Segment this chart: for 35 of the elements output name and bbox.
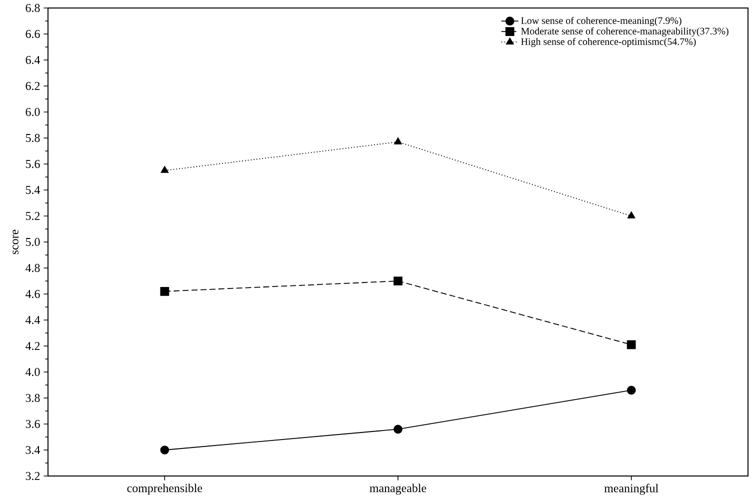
point	[160, 286, 170, 296]
point	[626, 386, 636, 395]
y-tick-label: 6.8	[26, 4, 40, 12]
point	[394, 137, 402, 144]
y-tick-label: 4.2	[26, 342, 40, 350]
y-axis-title: score	[12, 230, 18, 254]
point	[627, 212, 636, 218]
y-tick-label: 6.4	[26, 56, 40, 64]
y-tick-label: 5.0	[26, 238, 40, 246]
y-tick-label: 5.2	[26, 212, 40, 220]
y-tick-label: 6.0	[26, 108, 40, 116]
y-tick-label: 3.8	[26, 394, 40, 402]
point	[394, 276, 402, 286]
y-tick-label: 5.4	[26, 186, 40, 194]
point	[160, 446, 170, 454]
legend-label: Low sense of coherence-meaning(7.9%)	[521, 16, 682, 26]
point	[394, 424, 402, 434]
y-tick-label: 4.8	[26, 264, 40, 272]
x-tick-label: manageable	[370, 484, 426, 495]
x-tick-label: comprehensible	[127, 484, 202, 495]
x-tick-label: meaningful	[604, 484, 658, 495]
y-tick-label: 4.0	[26, 368, 40, 376]
y-tick-label: 3.2	[26, 472, 40, 480]
y-tick-label: 6.6	[26, 30, 40, 38]
y-tick-label: 4.6	[26, 290, 40, 298]
legend-label: High sense of coherence-optimismc(54.7%)	[521, 38, 696, 48]
y-tick-label: 4.4	[26, 316, 40, 324]
point	[626, 340, 636, 350]
point	[160, 166, 169, 173]
y-tick-label: 5.8	[26, 134, 40, 142]
y-tick-label: 5.6	[26, 160, 40, 168]
y-tick-label: 6.2	[26, 82, 40, 90]
y-tick-label: 3.4	[26, 446, 40, 454]
y-tick-label: 3.6	[26, 420, 40, 428]
legend-label: Moderate sense of coherence-manageability(37.3%)	[521, 27, 728, 37]
